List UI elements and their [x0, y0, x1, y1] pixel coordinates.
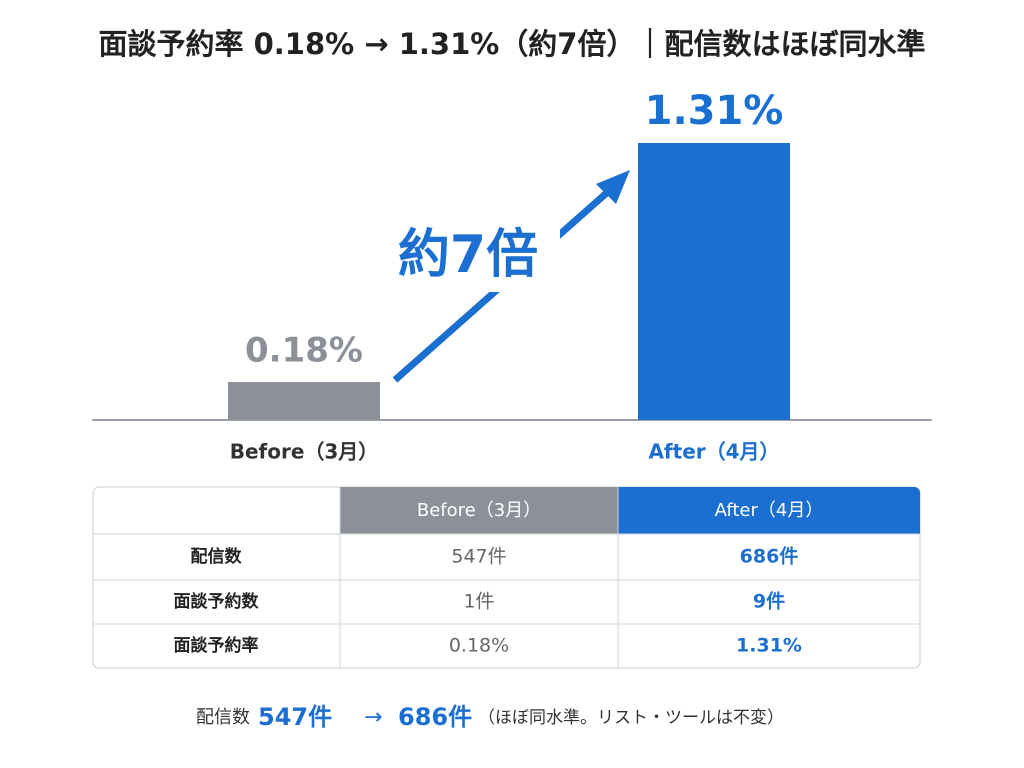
table-cell: 9件 [753, 590, 785, 613]
x-tick-label: Before（3月） [230, 440, 379, 464]
table-header: Before（3月） [417, 500, 541, 521]
table-cell: 1件 [463, 591, 494, 613]
value-label: 0.18% [245, 330, 363, 370]
arrow-head [596, 170, 630, 204]
table-cell: 0.18% [449, 635, 509, 657]
footer-label: 配信数 [196, 707, 250, 728]
table-row-label: 配信数 [191, 546, 243, 567]
bar [228, 381, 380, 420]
annotation: 約7倍 [398, 225, 538, 285]
value-label: 1.31% [645, 88, 784, 134]
footer-from: 547件 [258, 703, 332, 731]
footer-note: （ほぼ同水準。リスト・ツールは不変） [478, 708, 784, 728]
table-header-before [340, 487, 618, 534]
table-cell: 547件 [451, 546, 506, 568]
bar [638, 143, 790, 420]
table-header: After（4月） [715, 500, 824, 521]
table-row-label: 面談予約率 [174, 635, 259, 656]
footer-to: 686件 [398, 703, 472, 731]
annotation-bg [370, 222, 560, 292]
table-cell: 1.31% [736, 635, 802, 657]
table-row-label: 面談予約数 [174, 591, 260, 612]
footer-arrow: → [364, 705, 382, 730]
chart-title: 面談予約率 0.18% → 1.31%（約7倍）｜配信数はほぼ同水準 [99, 27, 926, 61]
table-cell: 686件 [740, 545, 799, 568]
x-tick-label: After（4月） [648, 440, 779, 464]
table-header-after [618, 487, 920, 534]
